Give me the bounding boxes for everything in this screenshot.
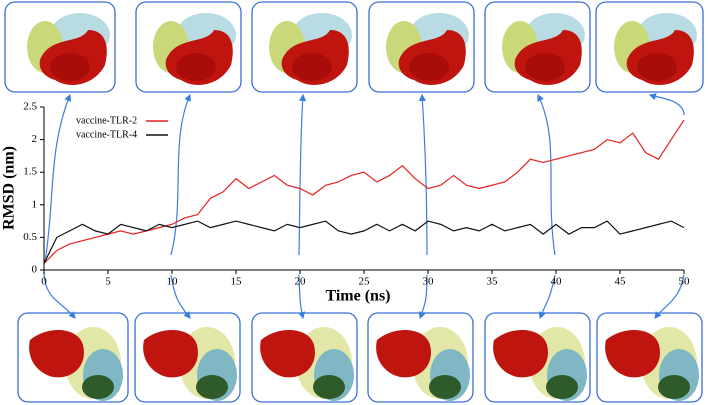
x-tick-label: 25 (359, 276, 371, 288)
snapshots (4, 1, 704, 403)
y-axis-label: RMSD (nm) (1, 146, 18, 230)
y-tick-label: 0.5 (23, 231, 37, 243)
x-tick-label: 0 (41, 276, 47, 288)
x-tick-label: 40 (551, 276, 563, 288)
x-tick-label: 10 (167, 276, 179, 288)
x-tick-label: 20 (295, 276, 307, 288)
x-tick-label: 35 (487, 276, 499, 288)
x-tick-label: 45 (615, 276, 627, 288)
x-axis-label: Time (ns) (325, 288, 390, 305)
y-tick-label: 0 (32, 264, 38, 276)
y-tick-label: 1 (32, 198, 38, 210)
arrows (43, 93, 685, 320)
x-tick-label: 5 (105, 276, 111, 288)
legend-label: vaccine-TLR-4 (76, 129, 137, 140)
y-tick-label: 2.5 (23, 101, 37, 113)
series-line (43, 119, 685, 264)
x-tick-label: 50 (679, 276, 691, 288)
series-line (43, 220, 685, 264)
legend-label: vaccine-TLR-2 (76, 115, 137, 126)
x-tick-label: 15 (231, 276, 243, 288)
y-tick-label: 2 (32, 133, 38, 145)
x-tick-label: 30 (423, 276, 435, 288)
y-tick-label: 1.5 (23, 166, 37, 178)
